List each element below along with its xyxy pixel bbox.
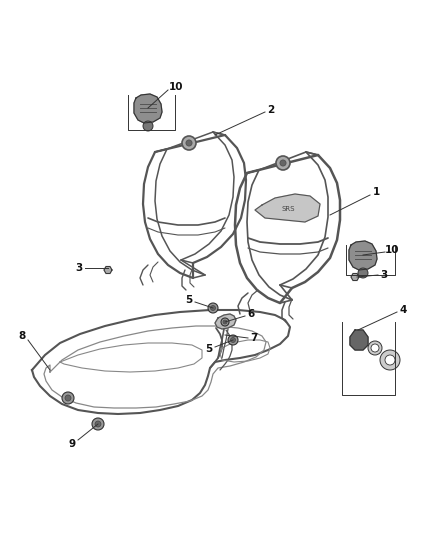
- Polygon shape: [134, 94, 162, 123]
- Polygon shape: [350, 330, 368, 350]
- Text: 6: 6: [247, 309, 254, 319]
- Circle shape: [385, 355, 395, 365]
- Circle shape: [186, 140, 192, 146]
- Circle shape: [211, 305, 215, 311]
- Text: 5: 5: [205, 344, 212, 354]
- Circle shape: [280, 160, 286, 166]
- Circle shape: [95, 421, 101, 427]
- Text: 8: 8: [18, 331, 26, 341]
- Polygon shape: [255, 194, 320, 222]
- Circle shape: [143, 121, 153, 131]
- Polygon shape: [351, 273, 359, 280]
- Circle shape: [182, 136, 196, 150]
- Circle shape: [276, 156, 290, 170]
- Polygon shape: [215, 314, 236, 329]
- Text: 2: 2: [267, 105, 275, 115]
- Text: 10: 10: [385, 245, 399, 255]
- Text: 7: 7: [250, 333, 258, 343]
- Circle shape: [380, 350, 400, 370]
- Polygon shape: [349, 241, 377, 270]
- Circle shape: [230, 337, 236, 343]
- Text: SRS: SRS: [281, 206, 295, 212]
- Circle shape: [223, 320, 227, 324]
- Polygon shape: [104, 266, 112, 273]
- Circle shape: [62, 392, 74, 404]
- Circle shape: [221, 318, 229, 326]
- Circle shape: [358, 268, 368, 278]
- Circle shape: [228, 335, 238, 345]
- Circle shape: [368, 341, 382, 355]
- Text: 10: 10: [169, 82, 183, 92]
- Circle shape: [92, 418, 104, 430]
- Text: 5: 5: [185, 295, 193, 305]
- Circle shape: [371, 344, 379, 352]
- Circle shape: [208, 303, 218, 313]
- Text: 1: 1: [372, 187, 380, 197]
- Circle shape: [65, 395, 71, 401]
- Text: 9: 9: [68, 439, 76, 449]
- Text: 3: 3: [75, 263, 83, 273]
- Text: 4: 4: [399, 305, 407, 315]
- Text: 3: 3: [380, 270, 388, 280]
